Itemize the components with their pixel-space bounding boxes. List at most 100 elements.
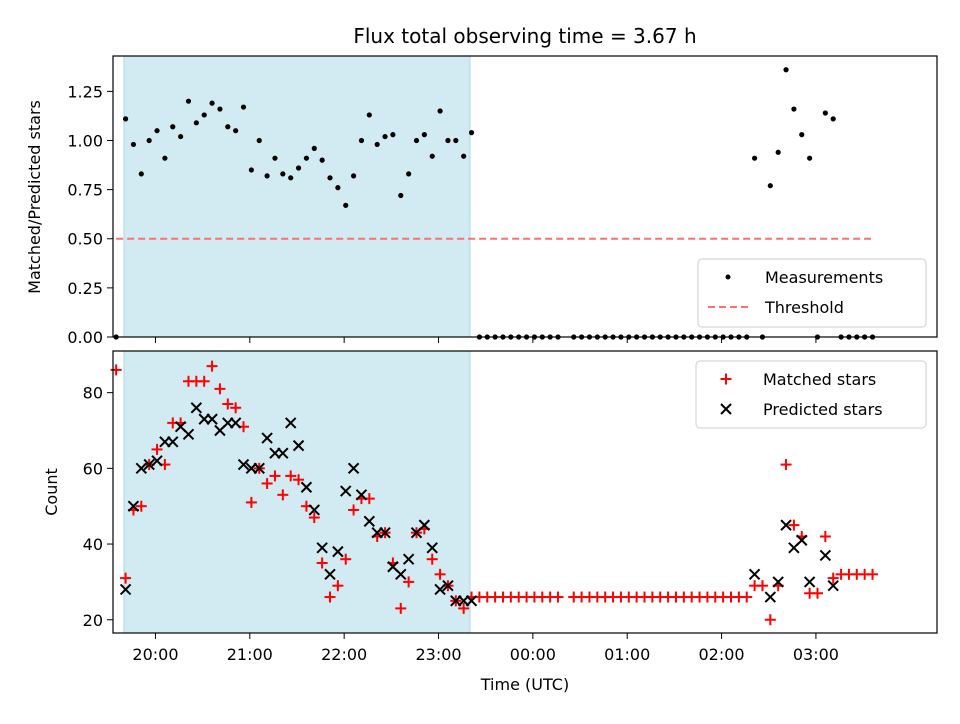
matched-star-point xyxy=(277,489,289,501)
matched-star-point xyxy=(867,568,879,580)
matched-star-point xyxy=(285,470,297,482)
predicted-star-point xyxy=(332,545,344,558)
measurement-point xyxy=(358,137,365,144)
predicted-star-point xyxy=(308,504,320,516)
observing-window-shade xyxy=(123,55,471,338)
measurement-point xyxy=(248,167,254,173)
predicted-star-point xyxy=(261,432,273,444)
predicted-star-point xyxy=(151,455,163,467)
measurement-point xyxy=(225,124,231,130)
chart-title: Flux total observing time = 3.67 h xyxy=(353,24,696,48)
predicted-star-point xyxy=(379,526,391,539)
measurement-point xyxy=(185,98,192,104)
predicted-star-point xyxy=(316,542,328,554)
matched-star-point xyxy=(811,587,823,599)
legend-threshold-label: Threshold xyxy=(764,298,844,317)
measurement-point xyxy=(382,133,388,140)
predicted-star-point xyxy=(426,542,438,554)
matched-star-point xyxy=(198,375,210,387)
top-plot-area xyxy=(113,55,876,340)
x-tick-label: 02:00 xyxy=(699,645,745,664)
y-tick-label: 0.75 xyxy=(67,181,103,200)
legend-predicted-cross xyxy=(720,403,732,415)
predicted-star-point xyxy=(190,402,203,414)
matched-star-point xyxy=(348,504,360,516)
legend-predicted-marker xyxy=(720,403,732,415)
predicted-star-point xyxy=(277,447,289,459)
y-tick-label: 60 xyxy=(83,459,103,478)
observing-window-shade xyxy=(123,350,471,634)
bottom-panel-frame xyxy=(112,350,938,634)
x-tick-label: 03:00 xyxy=(793,645,839,664)
legend-measurements-marker xyxy=(725,274,731,280)
measurement-point xyxy=(295,165,302,171)
x-tick-label: 21:00 xyxy=(227,645,273,664)
y-tick-label: 1.25 xyxy=(67,82,103,101)
matched-star-point xyxy=(308,512,320,524)
matched-star-point xyxy=(245,496,257,508)
legend-predicted-label: Predicted stars xyxy=(763,400,883,419)
measurement-point xyxy=(311,145,317,151)
measurement-point xyxy=(209,100,215,106)
predicted-star-point xyxy=(182,428,195,440)
matched-star-point xyxy=(764,614,776,626)
predicted-star-point xyxy=(465,595,478,607)
bottom-legend: Matched stars Predicted stars xyxy=(695,360,927,429)
measurement-point xyxy=(130,141,137,148)
bottom-legend-box xyxy=(695,360,927,429)
measurement-point xyxy=(445,137,451,144)
predicted-star-point xyxy=(402,553,415,565)
predicted-star-point xyxy=(340,485,352,497)
predicted-star-point xyxy=(363,515,376,528)
y-tick-label: 40 xyxy=(83,535,103,554)
matched-star-point xyxy=(135,500,147,512)
measurement-point xyxy=(264,173,270,179)
matched-star-point xyxy=(151,443,163,455)
measurement-point xyxy=(193,120,199,126)
measurement-point xyxy=(154,128,160,134)
matched-star-point xyxy=(819,530,831,542)
bottom-ylabel: Count xyxy=(42,468,61,516)
measurement-point xyxy=(319,157,325,163)
predicted-star-point xyxy=(395,568,407,581)
predicted-star-point xyxy=(442,579,454,592)
measurement-point xyxy=(791,106,797,112)
measurement-point xyxy=(343,202,349,208)
top-panel: 0.00 0.25 0.50 0.75 1.00 1.25 Matched/Predict… xyxy=(25,55,938,347)
measurement-point xyxy=(162,155,168,161)
y-tick-label: 80 xyxy=(83,384,103,403)
predicted-star-point xyxy=(764,591,777,603)
predicted-star-point xyxy=(803,576,816,588)
measurement-point xyxy=(272,155,278,161)
predicted-star-point xyxy=(796,534,808,546)
bottom-axes: 20 40 60 80 20:00 21:00 22:00 23:00 00:00 01:00 02… xyxy=(83,384,839,664)
predicted-star-point xyxy=(827,579,839,592)
measurement-point xyxy=(288,175,294,181)
predicted-star-point xyxy=(119,583,132,596)
matched-star-point xyxy=(788,519,800,531)
predicted-star-point xyxy=(324,568,336,581)
measurement-point xyxy=(256,137,262,144)
measurement-point xyxy=(122,116,129,122)
predicted-star-point xyxy=(229,417,242,429)
matched-star-point xyxy=(434,568,446,580)
matched-star-point xyxy=(340,553,352,565)
measurement-point xyxy=(240,104,247,110)
matched-star-point xyxy=(426,553,438,565)
y-tick-label: 0.50 xyxy=(67,230,103,249)
legend-matched-label: Matched stars xyxy=(763,370,876,389)
measurement-point xyxy=(303,155,310,161)
predicted-star-point xyxy=(434,583,446,596)
predicted-star-point xyxy=(300,481,313,493)
measurement-point xyxy=(335,185,341,191)
matched-star-point xyxy=(780,459,792,471)
measurement-point xyxy=(421,132,427,138)
measurement-point xyxy=(217,106,223,112)
bottom-panel: 20 40 60 80 20:00 21:00 22:00 23:00 00:00 01:00 02… xyxy=(42,350,938,694)
matched-star-point xyxy=(214,383,226,395)
top-legend-box xyxy=(697,258,927,328)
matched-star-point xyxy=(230,402,242,414)
measurement-point xyxy=(138,171,144,177)
measurement-point xyxy=(366,112,372,118)
measurement-point xyxy=(374,141,380,148)
